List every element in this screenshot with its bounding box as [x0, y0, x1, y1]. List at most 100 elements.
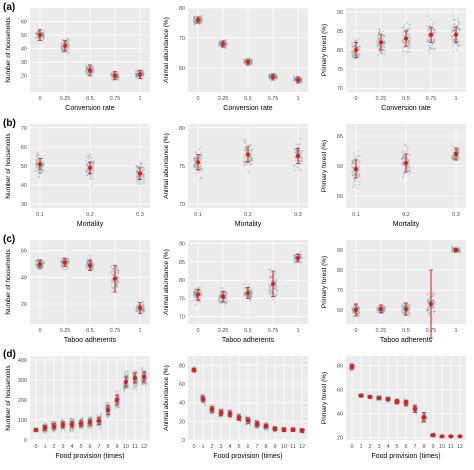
raw-point — [38, 171, 41, 174]
raw-point — [245, 415, 247, 417]
raw-point — [427, 297, 429, 300]
raw-point — [144, 378, 147, 381]
x-axis-title: Conversion rate — [65, 105, 115, 112]
raw-point — [299, 253, 302, 256]
raw-point — [115, 282, 118, 285]
x-tick-label: 5 — [237, 444, 240, 450]
raw-point — [194, 291, 197, 294]
raw-point — [407, 309, 410, 312]
x-tick-label: 6 — [88, 444, 91, 450]
raw-point — [86, 163, 88, 166]
raw-point — [135, 177, 138, 179]
raw-point — [243, 62, 246, 64]
raw-point — [269, 271, 272, 274]
raw-point — [135, 181, 138, 184]
raw-point — [51, 429, 54, 432]
raw-point — [225, 46, 227, 49]
raw-point — [193, 159, 196, 162]
raw-point — [42, 165, 45, 167]
x-tick-label: 12 — [141, 444, 147, 450]
raw-point — [353, 170, 355, 172]
raw-point — [453, 38, 455, 41]
x-tick-label: 11 — [132, 444, 138, 450]
raw-point — [142, 310, 145, 313]
raw-point — [69, 428, 72, 430]
raw-point — [354, 180, 357, 182]
raw-point — [110, 264, 113, 267]
raw-point — [455, 48, 458, 51]
raw-point — [43, 29, 45, 32]
x-tick-label: 0.2 — [244, 212, 252, 218]
raw-point — [433, 21, 436, 23]
raw-point — [270, 276, 273, 278]
raw-point — [456, 49, 459, 52]
raw-point — [193, 164, 196, 167]
raw-point — [358, 48, 361, 51]
raw-point — [433, 310, 436, 313]
raw-point — [123, 389, 126, 392]
raw-point — [52, 430, 55, 433]
raw-point — [69, 428, 72, 431]
raw-point — [225, 296, 228, 298]
raw-point — [85, 63, 87, 65]
raw-point — [243, 287, 246, 290]
y-tick-label: 30 — [21, 202, 27, 208]
raw-point — [451, 246, 453, 249]
raw-point — [408, 26, 411, 29]
raw-point — [268, 269, 271, 271]
raw-point — [250, 156, 253, 159]
raw-point — [60, 261, 63, 264]
raw-point — [52, 420, 55, 423]
raw-point — [454, 245, 457, 248]
raw-point — [42, 37, 45, 40]
y-axis-title: Animal abundance (%) — [163, 17, 170, 83]
raw-point — [427, 44, 430, 47]
raw-point — [67, 267, 69, 269]
raw-point — [198, 286, 200, 289]
raw-point — [452, 35, 454, 38]
raw-point — [250, 62, 252, 65]
raw-point — [220, 286, 223, 289]
raw-point — [136, 303, 139, 306]
raw-point — [69, 430, 71, 433]
raw-point — [198, 298, 201, 300]
raw-point — [36, 151, 39, 154]
raw-point — [115, 283, 118, 286]
x-tick-label: 0.3 — [294, 212, 302, 218]
raw-point — [431, 44, 434, 46]
y-tick-label: 90 — [179, 242, 185, 248]
raw-point — [408, 314, 410, 317]
raw-point — [378, 31, 381, 33]
raw-point — [85, 66, 88, 69]
raw-point — [136, 169, 138, 172]
raw-point — [403, 310, 406, 313]
raw-point — [299, 153, 301, 155]
raw-point — [225, 302, 228, 304]
raw-point — [85, 73, 88, 75]
raw-point — [274, 72, 277, 75]
raw-point — [377, 42, 380, 45]
raw-point — [427, 28, 430, 30]
raw-point — [116, 390, 119, 393]
mean-point — [37, 261, 43, 267]
raw-point — [457, 20, 460, 23]
raw-point — [60, 257, 63, 260]
raw-point — [132, 379, 135, 382]
raw-point — [381, 45, 384, 48]
x-tick-label: 8 — [264, 444, 267, 450]
raw-point — [35, 263, 38, 266]
y-tick-label: 75 — [179, 164, 185, 170]
mean-point — [78, 421, 84, 426]
raw-point — [408, 27, 411, 30]
y-tick-label: 60 — [179, 382, 185, 388]
raw-point — [68, 43, 70, 46]
raw-point — [200, 21, 202, 24]
raw-point — [194, 16, 196, 19]
raw-point — [219, 300, 222, 303]
raw-point — [111, 78, 113, 81]
raw-point — [89, 156, 92, 159]
mean-point — [141, 374, 147, 380]
raw-point — [354, 40, 356, 43]
raw-point — [110, 73, 113, 76]
